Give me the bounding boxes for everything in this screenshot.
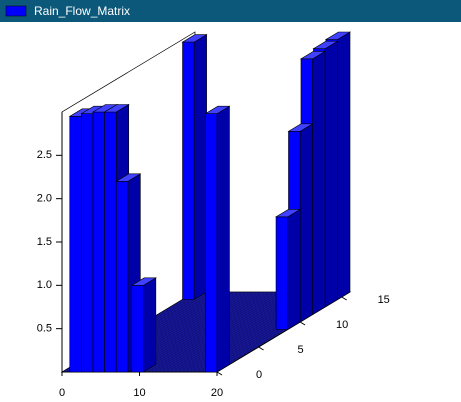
bar-top (299, 51, 327, 60)
y-tick-label: 10 (336, 319, 348, 331)
bar (204, 105, 231, 373)
bar-side (337, 31, 351, 301)
bar-side (299, 123, 313, 323)
bar-side (193, 34, 207, 301)
bar-top (312, 40, 339, 50)
bar-side (143, 277, 157, 373)
bar-top (115, 173, 142, 182)
y-tick-label: 0 (256, 369, 262, 381)
bar-front (275, 216, 288, 330)
bar (115, 173, 142, 373)
bar-front (92, 111, 105, 373)
x-tick-label: 10 (133, 387, 145, 399)
y-tick (216, 371, 223, 376)
bar-top (181, 34, 208, 43)
bar (274, 208, 302, 331)
legend-swatch (5, 5, 27, 17)
bar-front (69, 116, 82, 373)
bar-front (131, 285, 144, 373)
bar-top (130, 277, 157, 286)
bar-side (216, 105, 230, 373)
z-tick-label: 2.5 (37, 149, 52, 161)
bar-side (287, 208, 301, 331)
bar-top (103, 104, 130, 113)
bar (181, 34, 208, 301)
y-tick (341, 296, 347, 301)
x-tick-label: 20 (211, 387, 223, 399)
z-tick-label: 2.0 (37, 193, 52, 205)
bar-front (205, 113, 218, 373)
z-tick-label: 1.5 (37, 236, 52, 248)
bar-front (182, 41, 195, 300)
bar (130, 277, 157, 373)
bar-top (324, 31, 352, 40)
bar-top (287, 123, 314, 132)
bar-front (115, 181, 129, 373)
bar-side (324, 40, 338, 308)
z-tick-label: 1.0 (37, 279, 52, 291)
bar-front (104, 111, 117, 373)
legend-label: Rain_Flow_Matrix (34, 4, 130, 18)
y-tick (258, 346, 264, 351)
bar-top (204, 105, 231, 115)
y-tick-label: 15 (378, 294, 390, 306)
bar-side (312, 50, 326, 316)
y-tick (299, 321, 306, 326)
y-tick-label: 5 (298, 344, 304, 356)
bar-front (81, 113, 94, 373)
bar-top (274, 209, 302, 218)
z-tick-label: 0.5 (37, 323, 52, 335)
legend-bar (0, 0, 461, 22)
x-tick-label: 0 (59, 387, 65, 399)
